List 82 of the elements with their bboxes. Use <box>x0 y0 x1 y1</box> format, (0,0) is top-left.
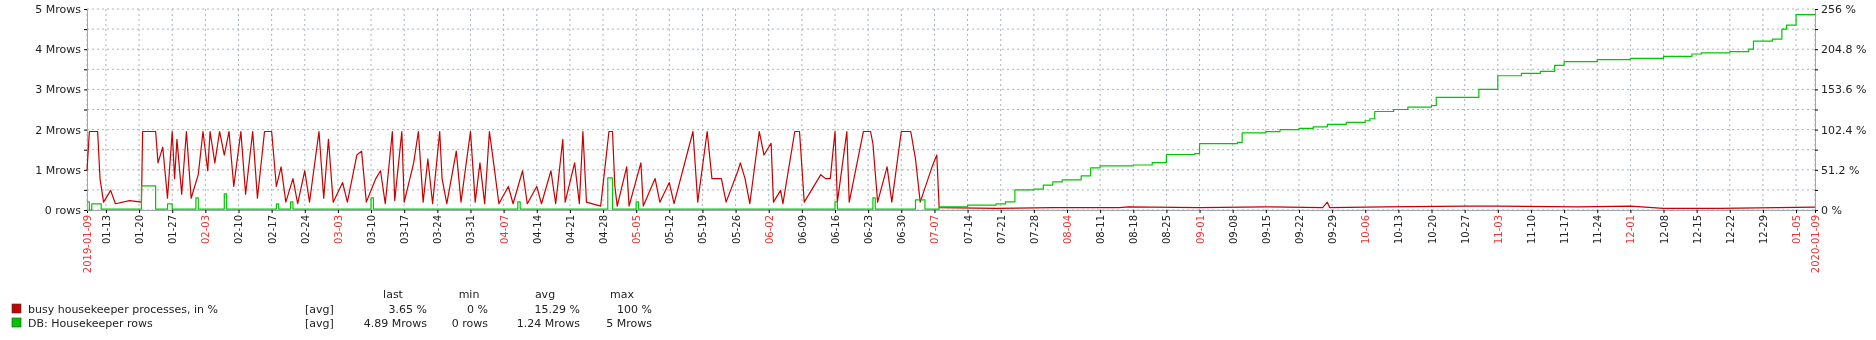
x-tick-label: 08-04 <box>1061 215 1073 245</box>
x-tick-label: 12-29 <box>1757 215 1769 245</box>
x-tick-label: 2020-01-09 <box>1810 215 1821 274</box>
x-tick-label: 08-18 <box>1128 215 1140 245</box>
x-tick-label: 03-31 <box>465 215 477 245</box>
x-tick-label: 01-27 <box>167 215 179 245</box>
x-tick-label: 06-09 <box>796 215 808 245</box>
x-tick-label: 07-07 <box>929 215 941 245</box>
text: [avg] <box>305 317 334 330</box>
x-tick-label: 02-17 <box>266 215 278 245</box>
x-tick-label: 07-14 <box>962 215 974 245</box>
y2-tick-label: 256 % <box>1821 3 1856 17</box>
x-tick-label: 2019-01-09 <box>82 215 93 274</box>
legend-label: busy housekeeper processes, in % <box>28 303 218 316</box>
x-tick-label: 08-25 <box>1161 215 1173 245</box>
legend-label: DB: Housekeeper rows <box>28 317 153 330</box>
x-tick-label: 04-14 <box>531 215 543 245</box>
x-tick-label: 07-21 <box>995 215 1007 245</box>
x-tick-label: 12-08 <box>1658 215 1670 245</box>
x-tick-label: 05-19 <box>697 215 709 245</box>
text: 1.24 Mrows <box>516 317 581 330</box>
x-tick-label: 11-24 <box>1592 215 1604 245</box>
x-tick-label: 10-13 <box>1393 215 1405 245</box>
x-tick-label: 09-08 <box>1227 215 1239 245</box>
x-tick-label: 06-23 <box>863 215 875 245</box>
text: 15.29 % <box>534 303 580 316</box>
x-tick-label: 05-05 <box>631 215 643 245</box>
y-tick-label: 2 Mrows <box>35 123 82 137</box>
y-tick-label: 1 Mrows <box>35 163 82 177</box>
x-tick-label: 02-10 <box>233 215 245 245</box>
x-tick-label: 12-15 <box>1691 215 1703 245</box>
x-tick-label: 01-20 <box>134 215 146 245</box>
x-tick-label: 04-28 <box>598 215 610 245</box>
x-tick-label: 11-10 <box>1525 215 1537 245</box>
text: 4.89 Mrows <box>363 317 428 330</box>
y-tick-label: 0 rows <box>44 204 82 218</box>
x-tick-label: 09-29 <box>1327 215 1339 245</box>
y2-tick-label: 153.6 % <box>1821 83 1867 97</box>
y2-tick-label: 102.4 % <box>1821 123 1867 137</box>
x-tick-label: 12-22 <box>1724 215 1736 245</box>
x-tick-label: 08-11 <box>1095 215 1107 245</box>
x-tick-label: 07-28 <box>1028 215 1040 245</box>
x-tick-label: 11-03 <box>1492 215 1504 245</box>
y-tick-label: 5 Mrows <box>35 3 82 17</box>
y-tick-label: 3 Mrows <box>35 83 82 97</box>
text: min <box>458 288 480 301</box>
text: 0 % <box>467 303 488 316</box>
y2-tick-label: 51.2 % <box>1821 163 1860 177</box>
x-tick-label: 02-24 <box>299 215 311 245</box>
x-tick-label: 03-24 <box>432 215 444 245</box>
x-tick-label: 06-30 <box>896 215 908 245</box>
x-tick-label: 04-07 <box>498 215 510 245</box>
y-tick-label: 4 Mrows <box>35 43 82 57</box>
x-tick-label: 06-16 <box>830 215 842 245</box>
text: avg <box>534 288 556 301</box>
x-tick-label: 05-12 <box>664 215 676 245</box>
text: last <box>383 288 404 301</box>
x-tick-label: 09-22 <box>1293 215 1305 245</box>
x-tick-label: 09-15 <box>1260 215 1272 245</box>
x-tick-label: 01-05 <box>1791 215 1803 245</box>
y2-tick-label: 204.8 % <box>1821 43 1867 57</box>
x-tick-label: 09-01 <box>1194 215 1206 245</box>
x-tick-label: 03-03 <box>332 215 344 245</box>
x-tick-label: 05-26 <box>730 215 742 245</box>
text: [avg] <box>305 303 334 316</box>
text: 5 Mrows <box>606 317 653 330</box>
x-tick-label: 01-13 <box>100 215 112 245</box>
text: 3.65 % <box>388 303 427 316</box>
text: 0 rows <box>451 317 489 330</box>
x-tick-label: 10-06 <box>1360 215 1372 245</box>
x-tick-label: 10-20 <box>1426 215 1438 245</box>
x-tick-label: 03-17 <box>399 215 411 245</box>
x-tick-label: 10-27 <box>1459 215 1471 245</box>
x-tick-label: 03-10 <box>366 215 378 245</box>
x-tick-label: 06-02 <box>763 215 775 245</box>
x-tick-label: 12-01 <box>1625 215 1637 245</box>
text: max <box>610 288 635 301</box>
x-tick-label: 02-03 <box>200 215 212 245</box>
y2-tick-label: 0 % <box>1821 204 1842 218</box>
text: 100 % <box>617 303 652 316</box>
x-tick-label: 11-17 <box>1559 215 1571 245</box>
x-tick-label: 04-21 <box>564 215 576 245</box>
